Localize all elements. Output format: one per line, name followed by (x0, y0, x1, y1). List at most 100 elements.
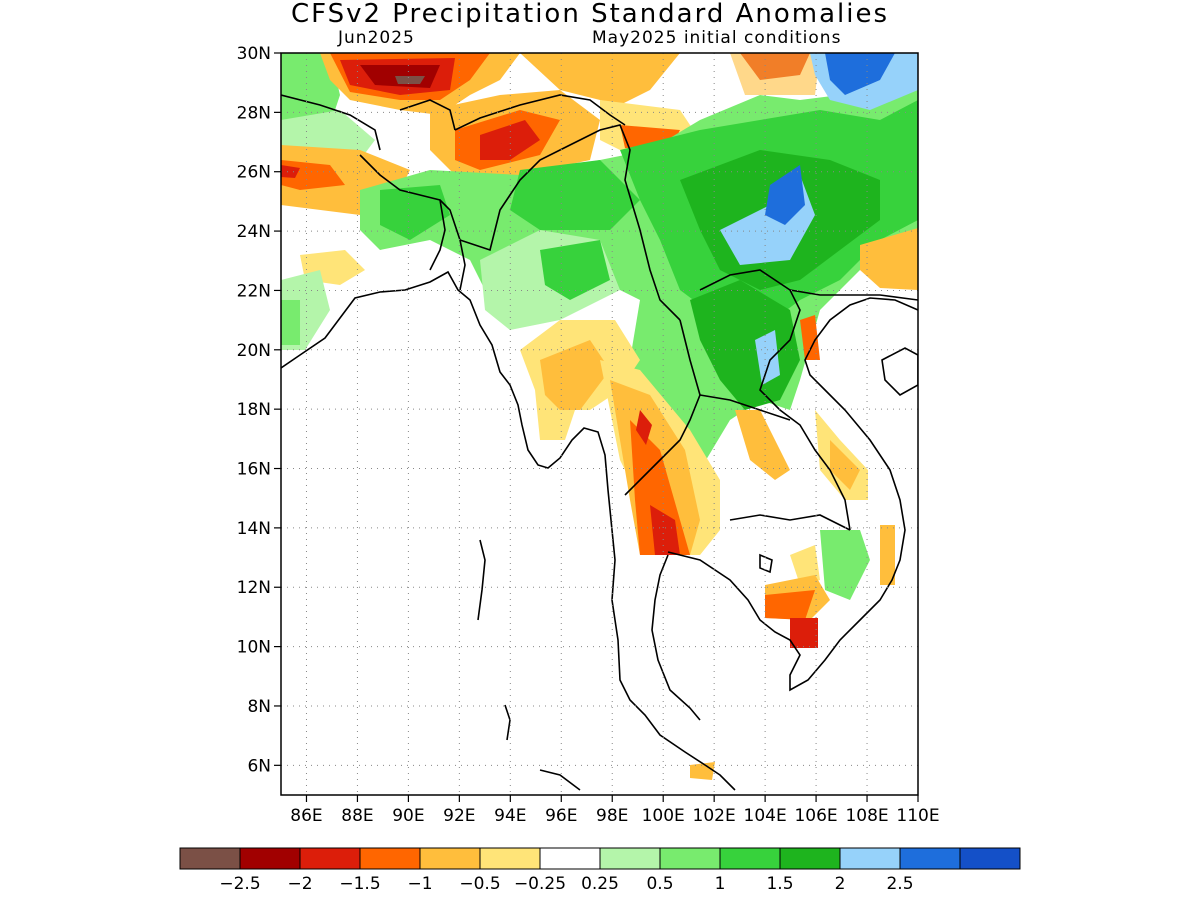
lat-tick-label: 10N (237, 638, 271, 658)
colorbar-swatch (959, 847, 1021, 870)
colorbar-swatch (299, 847, 361, 870)
lat-tick-label: 28N (237, 103, 271, 123)
blue-ne (825, 53, 895, 95)
lat-tick-label: 18N (237, 400, 271, 420)
colorbar-label: −2 (287, 874, 312, 894)
lon-tick-label: 102E (693, 806, 736, 826)
colorbar-label: −0.25 (514, 874, 566, 894)
red-central-n (480, 120, 540, 160)
orange-ne-top (520, 53, 680, 105)
anomaly-shading (281, 53, 918, 780)
lon-tick-label: 86E (290, 806, 322, 826)
orange-south-1 (540, 340, 610, 410)
colorbar-swatch (239, 847, 301, 870)
lat-tick-label: 24N (237, 222, 271, 242)
coastline-bay-of-bengal (281, 270, 736, 791)
plot-frame (280, 52, 919, 796)
island-hainan-spot (759, 553, 773, 574)
orange-ne-top2 (730, 53, 820, 95)
coastline-cambodia (667, 297, 918, 692)
light-blue-2 (755, 330, 780, 385)
red-spot-south (636, 410, 652, 445)
lon-tick-label: 96E (545, 806, 577, 826)
lat-lon-grid (281, 53, 918, 795)
map-title: CFSv2 Precipitation Standard Anomalies (290, 0, 890, 29)
lat-tick-label: 26N (237, 163, 271, 183)
colorbar-label: −0.5 (459, 874, 500, 894)
colorbar-swatch (179, 847, 241, 870)
brown-north (395, 76, 425, 84)
lon-tick-label: 88E (341, 806, 373, 826)
blue-1 (765, 165, 805, 225)
green-right (820, 530, 870, 600)
yellow-right-2 (790, 545, 820, 585)
colorbar-swatch (899, 847, 961, 870)
colorbar-label: 2 (835, 874, 846, 894)
colorbar-swatch (719, 847, 781, 870)
mainland-bay-south (539, 769, 581, 791)
colorbar-label: 0.5 (646, 874, 673, 894)
orange-right-1 (735, 410, 790, 480)
border-china-north (454, 94, 626, 131)
colorbar-swatch (659, 847, 721, 870)
lon-tick-label: 90E (392, 806, 424, 826)
red-orange-w (281, 160, 345, 190)
colorbar-swatch (419, 847, 481, 870)
lon-tick-label: 106E (794, 806, 837, 826)
colorbar-swatch (599, 847, 661, 870)
red-spot-w (281, 165, 300, 178)
forecast-month: Jun2025 (338, 28, 415, 48)
latitude-axis: 30N 28N 26N 24N 22N 20N 18N 16N 14N 12N 10N 8N 6N (237, 44, 281, 776)
colorbar-label: −2.5 (219, 874, 260, 894)
mid-green-3 (540, 240, 610, 300)
lat-tick-label: 14N (237, 519, 271, 539)
border-laos (699, 269, 851, 531)
orange-right-3 (830, 440, 860, 490)
initial-conditions: May2025 initial conditions (592, 28, 842, 48)
coastline-gulf-of-thailand (651, 554, 701, 721)
island-andaman-2 (504, 704, 511, 741)
lat-tick-label: 16N (237, 460, 271, 480)
orange-right-2 (800, 315, 820, 360)
lat-tick-label: 22N (237, 281, 271, 301)
red-south (650, 505, 680, 555)
orange-south-tip (690, 762, 715, 780)
colorbar-swatch (479, 847, 541, 870)
colorbar-swatch (779, 847, 841, 870)
lon-tick-label: 98E (596, 806, 628, 826)
colorbar-swatch (839, 847, 901, 870)
lat-tick-label: 20N (237, 341, 271, 361)
mid-green-1 (510, 160, 640, 230)
coastlines-borders (281, 94, 918, 791)
lon-tick-label: 94E (494, 806, 526, 826)
lon-tick-label: 110E (896, 806, 939, 826)
orange-right-4 (880, 525, 895, 585)
red-orange-right (765, 590, 815, 620)
lon-tick-label: 92E (443, 806, 475, 826)
colorbar-label: 0.25 (581, 874, 619, 894)
border-nepal (281, 94, 381, 151)
lon-tick-label: 104E (744, 806, 787, 826)
lat-tick-label: 8N (247, 697, 271, 717)
border-thailand-laos (699, 394, 791, 421)
colorbar-label: −1.5 (339, 874, 380, 894)
island-andaman-1 (477, 539, 486, 621)
lat-tick-label: 12N (237, 578, 271, 598)
coastline-hainan (881, 347, 918, 396)
lon-tick-label: 100E (642, 806, 685, 826)
colorbar-labels: −2.5 −2 −1.5 −1 −0.5 −0.25 0.25 0.5 1 1.5 2 2.5 (219, 874, 913, 894)
border-myanmar-west (459, 124, 681, 321)
colorbar-swatch (539, 847, 601, 870)
green-w (281, 300, 300, 345)
border-bhutan (399, 99, 456, 131)
lon-tick-label: 108E (845, 806, 888, 826)
colorbar (179, 847, 1021, 870)
border-myanmar-east (624, 319, 701, 496)
colorbar-label: −1 (407, 874, 432, 894)
border-cambodia (729, 514, 851, 531)
border-india-bangladesh (359, 154, 446, 271)
colorbar-swatch (359, 847, 421, 870)
colorbar-label: 1 (715, 874, 726, 894)
colorbar-label: 1.5 (766, 874, 793, 894)
